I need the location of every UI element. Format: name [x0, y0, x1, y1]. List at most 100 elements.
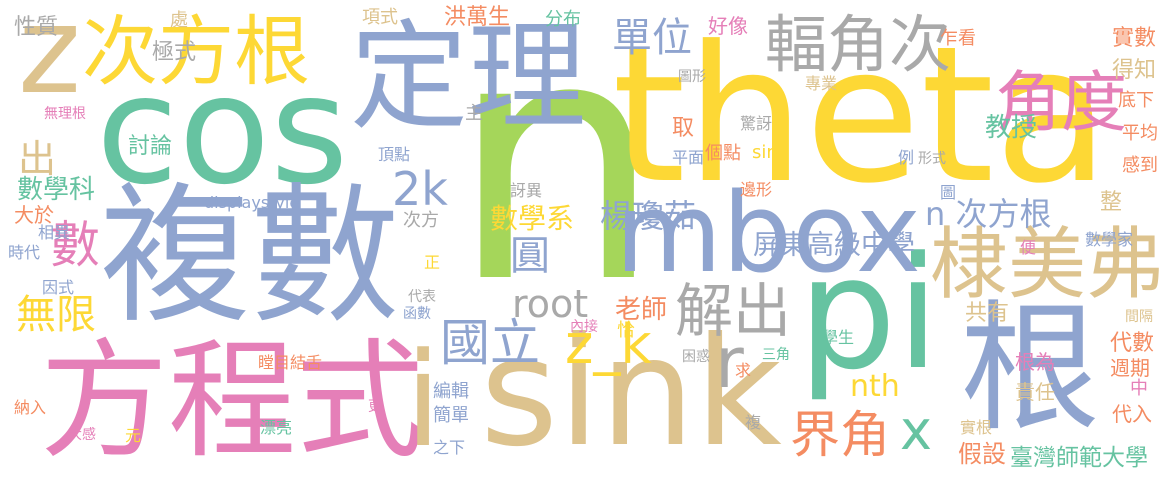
word-algebra: 代數: [1110, 331, 1155, 356]
word-student: 學生: [822, 328, 855, 347]
word-real-root: 實根: [960, 418, 993, 437]
word-represent: 代表: [408, 289, 436, 305]
word-z: z: [18, 0, 81, 121]
word-graph: 圖形: [678, 69, 706, 85]
word-angle: 角度: [995, 64, 1127, 141]
word-2k: 2k: [392, 162, 448, 216]
word-figure: 圖: [940, 183, 957, 202]
word-greatly-feel: 大感: [68, 427, 96, 443]
word-mathematician: 數學家: [1085, 230, 1134, 249]
word-complex-char: 複: [745, 413, 762, 432]
word-below: 底下: [1118, 90, 1154, 111]
word-power: 次方: [403, 210, 439, 231]
word-responsibility: 責任: [1015, 380, 1055, 404]
word-complex-number: 複數: [100, 170, 401, 344]
word-polynomial: 項式: [362, 7, 398, 28]
word-average: 平均: [1122, 123, 1158, 144]
word-hong-wansheng: 洪萬生: [444, 5, 511, 30]
word-main: 主: [465, 103, 483, 124]
word-solve: 解出: [675, 277, 792, 345]
word-points: 個點: [705, 143, 741, 164]
word-real-number: 實數: [1112, 26, 1157, 51]
word-confused: 困惑: [682, 349, 710, 365]
word-then: 便: [1020, 238, 1037, 257]
word-feel: 感到: [1122, 155, 1158, 176]
word-i: i: [405, 324, 442, 476]
word-boundary-angle: 界角: [790, 406, 890, 464]
word-n: n: [450, 0, 663, 357]
word-discuss: 討論: [128, 134, 173, 159]
word-plane: 平面: [672, 148, 705, 167]
word-learn: 得知: [1112, 58, 1157, 83]
word-nth-root: 次方根: [82, 7, 310, 96]
word-theorem: 定理: [350, 8, 587, 146]
word-nth: nth: [850, 369, 900, 404]
word-argument: 輻角次: [765, 8, 952, 81]
word-astonished: 訝異: [510, 181, 543, 200]
word-exactly: 恰: [617, 320, 635, 341]
word-irrational-root: 無理根: [44, 106, 86, 122]
word-interval: 間隔: [1125, 309, 1153, 325]
word-root-en: root: [512, 282, 589, 326]
word-math-subject: 數學科: [17, 175, 96, 205]
word-pingtung-high-school: 屏東高級中學: [753, 230, 915, 261]
word-theta: theta: [612, 6, 1110, 225]
word-mbox: mbox: [615, 169, 921, 297]
word-at-first-glance: 乍看: [940, 28, 976, 49]
word-sink: sink: [480, 306, 782, 480]
word-positive: 正: [424, 253, 441, 272]
word-out: 出: [18, 137, 57, 181]
word-middle: 中: [1130, 378, 1148, 399]
word-infinite: 無限: [16, 292, 96, 338]
word-cos: cos: [96, 44, 349, 218]
word-pi: pi: [798, 223, 940, 404]
word-include: 納入: [14, 398, 47, 417]
word-distinct: 相異: [38, 223, 71, 242]
word-assume: 假設: [958, 440, 1006, 468]
word-math-dept: 數學系: [490, 202, 575, 235]
word-take: 取: [672, 116, 695, 141]
word-pretty: 漂亮: [260, 418, 293, 437]
word-circle: 圓: [510, 233, 550, 279]
word-vertex: 頂點: [378, 145, 411, 164]
word-factor: 因式: [42, 278, 75, 297]
word-find: 求: [735, 361, 752, 380]
word-ntnu: 臺灣師範大學: [1010, 445, 1148, 471]
word-professional: 專業: [805, 74, 838, 93]
word-inscribed: 內接: [570, 319, 598, 335]
word-polygon: 邊形: [740, 180, 773, 199]
word-teacher: 老師: [615, 295, 668, 325]
word-roots-are: 根為: [1015, 350, 1055, 374]
word-root: 根: [960, 288, 1101, 451]
word-era: 時代: [8, 243, 41, 262]
word-function: 函數: [403, 306, 431, 322]
word-form: 形式: [918, 151, 946, 167]
word-r: r: [715, 322, 744, 404]
word-distribution: 分布: [545, 9, 581, 30]
word-dumbfounded: 瞠目結舌: [258, 353, 323, 372]
word-surprised: 驚訝: [740, 114, 773, 133]
word-professor: 教授: [985, 113, 1038, 143]
word-substitute: 代入: [1112, 402, 1152, 426]
word-simple: 簡單: [433, 405, 469, 426]
word-triangle: 三角: [762, 347, 790, 363]
word-national: 國立: [440, 314, 540, 372]
word-displaystyle: displaystyle: [204, 193, 300, 212]
word-n-th-root: n 次方根: [925, 195, 1052, 233]
word-yuan: 元: [125, 426, 142, 445]
word-number: 數: [50, 216, 100, 274]
word-greater-than: 大於: [14, 203, 54, 227]
word-under: 之下: [433, 438, 466, 457]
word-editor: 編輯: [433, 381, 469, 402]
word-unit: 單位: [612, 15, 692, 61]
word-equation: 方程式: [40, 327, 425, 476]
word-more: 更: [368, 399, 382, 415]
word-place: 處: [170, 10, 188, 31]
word-period: 週期: [1110, 356, 1150, 380]
word-de-moivre: 棣美弗: [930, 220, 1165, 310]
word-sin: sin: [752, 142, 778, 163]
word-yang-qiongru: 楊瓊茹: [600, 197, 697, 235]
word-property: 性質: [14, 15, 59, 40]
word-x: x: [900, 399, 932, 462]
